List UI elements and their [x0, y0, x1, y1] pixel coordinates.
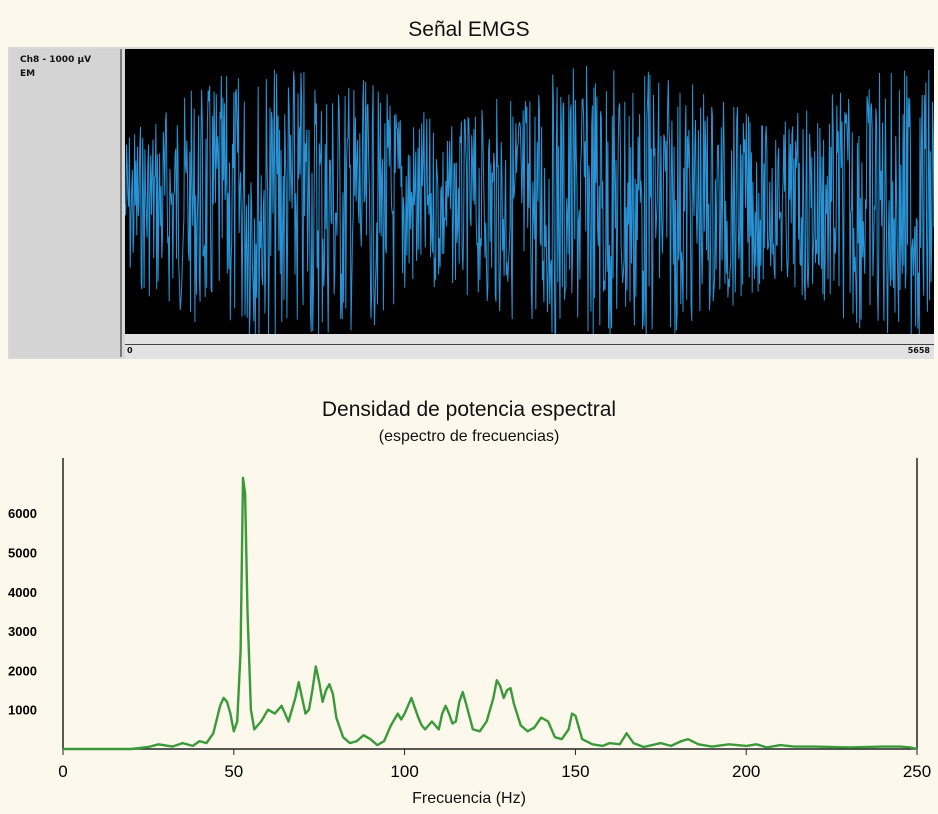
- psd-title: Densidad de potencia espectral: [321, 398, 617, 421]
- psd-series-line: [63, 476, 918, 751]
- y-tick-label: 1000: [8, 703, 37, 718]
- emg-axis-line: [125, 344, 934, 345]
- x-tick-label: 50: [224, 762, 243, 780]
- emg-channel-label-box: Ch8 - 1000 µV EM: [10, 49, 122, 357]
- y-tick-label: 3000: [8, 624, 37, 639]
- emg-time-axis: 0 5658: [125, 334, 934, 359]
- emg-channel-label: Ch8 - 1000 µV: [20, 55, 92, 65]
- emg-waveform-area: [124, 49, 935, 336]
- emg-title: Señal EMGS: [408, 18, 530, 41]
- emg-signal-panel: Ch8 - 1000 µV EM 0 5658: [8, 47, 935, 359]
- x-tick-label: 100: [390, 762, 418, 780]
- y-tick-label: 6000: [8, 506, 37, 521]
- x-tick-label: 250: [903, 762, 931, 780]
- x-tick-label: 150: [561, 762, 589, 780]
- y-tick-label: 2000: [8, 663, 37, 678]
- emg-trace: [124, 65, 935, 336]
- y-tick-label: 4000: [8, 585, 37, 600]
- emg-axis-start-label: 0: [127, 346, 133, 355]
- psd-chart: 1000 2000 3000 4000 5000 6000 0 50 100 150 200 250: [8, 458, 931, 780]
- psd-subtitle: (espectro de frecuencias): [378, 428, 560, 445]
- psd-x-axis-label: Frecuencia (Hz): [412, 790, 526, 807]
- emg-axis-end-label: 5658: [907, 346, 930, 355]
- x-tick-label: 200: [732, 762, 760, 780]
- y-tick-label: 5000: [8, 546, 37, 561]
- emg-channel-type: EM: [20, 69, 36, 79]
- x-tick-label: 0: [58, 762, 67, 780]
- emg-waveform: [124, 65, 935, 336]
